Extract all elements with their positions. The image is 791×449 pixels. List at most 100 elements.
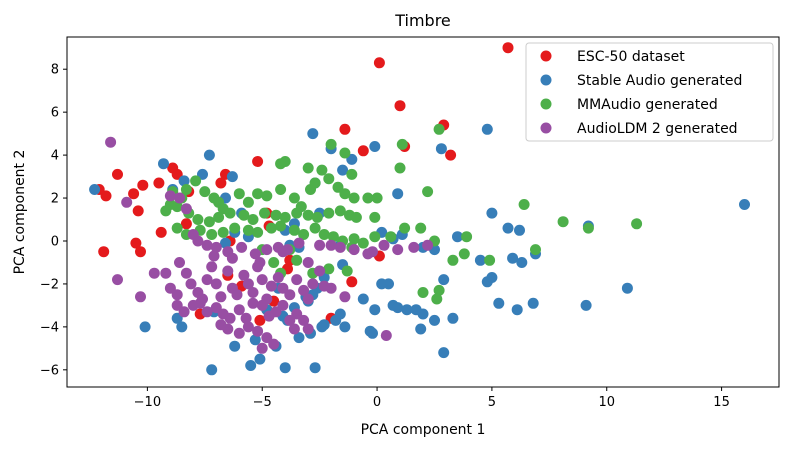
- data-point: [298, 284, 310, 296]
- x-tick-label: −5: [253, 395, 272, 410]
- data-point: [493, 297, 505, 309]
- data-point: [252, 226, 264, 238]
- data-point: [135, 246, 146, 258]
- data-point: [112, 168, 123, 180]
- data-point: [415, 323, 427, 335]
- legend-item: AudioLDM 2 generated: [540, 121, 738, 137]
- data-point: [192, 214, 204, 225]
- data-point: [180, 184, 192, 195]
- data-point: [268, 257, 280, 268]
- data-point: [155, 226, 167, 238]
- data-point: [238, 269, 250, 281]
- data-point: [376, 278, 388, 290]
- data-point: [371, 192, 383, 204]
- data-point: [176, 321, 188, 333]
- legend-items: ESC-50 dataset Stable Audio generated MMAu…: [540, 49, 742, 137]
- data-point: [318, 229, 330, 240]
- x-tick-label: 5: [488, 395, 496, 410]
- y-tick-label: 0: [51, 234, 59, 249]
- data-point: [199, 186, 211, 198]
- data-point: [621, 282, 633, 294]
- data-point: [178, 175, 190, 187]
- data-point: [518, 199, 530, 210]
- data-point: [171, 168, 183, 180]
- data-point: [137, 179, 149, 191]
- data-point: [417, 287, 429, 298]
- data-point: [288, 192, 300, 204]
- data-point: [341, 265, 353, 277]
- data-point: [438, 274, 450, 286]
- data-point: [197, 168, 208, 180]
- data-point: [435, 143, 447, 155]
- data-point: [461, 231, 473, 243]
- data-point: [254, 257, 266, 268]
- data-point: [112, 274, 123, 286]
- data-point: [275, 220, 287, 232]
- data-point: [247, 287, 259, 298]
- x-tick-label: 15: [713, 395, 730, 410]
- legend-marker: [540, 50, 552, 62]
- data-point: [394, 162, 406, 174]
- data-point: [259, 207, 270, 219]
- data-point: [252, 325, 264, 337]
- data-point: [277, 282, 289, 294]
- chart-title: Timbre: [394, 11, 451, 30]
- data-point: [357, 145, 369, 157]
- data-point: [203, 216, 215, 228]
- series-1: [93, 42, 514, 326]
- data-point: [160, 267, 172, 279]
- data-point: [247, 214, 259, 225]
- data-point: [171, 289, 183, 301]
- data-point: [277, 299, 289, 311]
- data-point: [213, 211, 225, 223]
- data-point: [415, 222, 427, 234]
- data-point: [128, 188, 140, 200]
- data-point: [171, 312, 183, 324]
- data-point: [392, 244, 404, 256]
- data-point: [438, 347, 450, 359]
- data-point: [401, 304, 413, 316]
- data-point: [527, 297, 539, 309]
- data-point: [249, 248, 261, 260]
- data-point: [171, 201, 183, 213]
- data-point: [215, 177, 227, 189]
- series-4: [105, 136, 434, 354]
- data-point: [484, 254, 496, 266]
- data-point: [240, 312, 252, 324]
- data-point: [392, 302, 404, 314]
- data-point: [206, 261, 218, 273]
- data-point: [270, 209, 282, 221]
- data-point: [288, 323, 300, 335]
- data-point: [433, 123, 445, 135]
- data-point: [277, 246, 289, 258]
- data-point: [582, 222, 594, 234]
- data-point: [346, 276, 358, 288]
- legend-label: ESC-50 dataset: [577, 49, 685, 65]
- data-point: [739, 199, 750, 210]
- x-tick-label: 0: [373, 395, 381, 410]
- data-point: [323, 263, 335, 275]
- legend-label: Stable Audio generated: [577, 73, 742, 89]
- data-point: [121, 196, 133, 208]
- data-point: [272, 272, 284, 283]
- data-point: [226, 252, 238, 264]
- legend-marker: [540, 74, 552, 86]
- data-point: [369, 211, 381, 223]
- data-point: [323, 173, 335, 185]
- data-point: [307, 278, 319, 290]
- data-point: [252, 188, 264, 200]
- data-point: [337, 164, 349, 176]
- data-point: [201, 239, 213, 251]
- data-point: [242, 321, 254, 333]
- data-point: [311, 211, 323, 223]
- data-point: [348, 233, 360, 245]
- data-point: [314, 239, 326, 251]
- data-point: [486, 207, 498, 219]
- data-point: [408, 241, 420, 253]
- data-point: [201, 306, 213, 318]
- data-point: [185, 278, 197, 290]
- data-point: [254, 314, 266, 326]
- data-point: [206, 364, 218, 376]
- data-point: [291, 254, 303, 266]
- data-point: [302, 257, 314, 268]
